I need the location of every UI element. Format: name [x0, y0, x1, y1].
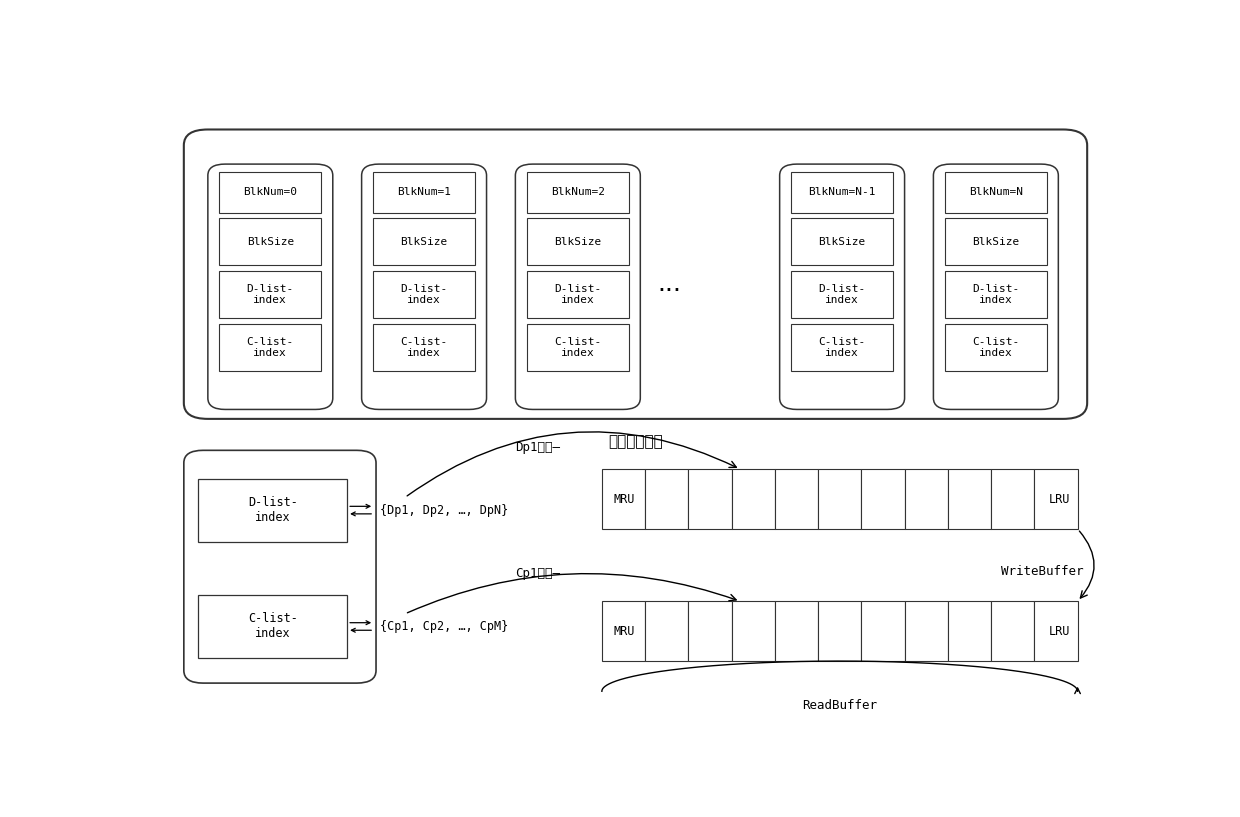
FancyBboxPatch shape [184, 130, 1087, 419]
Text: MRU: MRU [614, 493, 635, 506]
Bar [775, 469, 818, 529]
FancyBboxPatch shape [934, 164, 1059, 409]
Text: D-list-
index: D-list- index [972, 284, 1019, 306]
Text: BlkSize: BlkSize [554, 237, 601, 247]
FancyBboxPatch shape [208, 164, 332, 409]
Text: BlkSize: BlkSize [401, 237, 448, 247]
Bar [527, 271, 629, 318]
Text: D-list-
index: D-list- index [818, 284, 866, 306]
Bar [862, 469, 905, 529]
Text: 缓存块记录表: 缓存块记录表 [608, 435, 663, 449]
Text: Dp1指针—: Dp1指针— [516, 440, 560, 453]
Bar [527, 218, 629, 266]
FancyBboxPatch shape [184, 450, 376, 683]
Text: LRU: LRU [1049, 493, 1070, 506]
Bar [991, 601, 1034, 661]
Bar [791, 172, 893, 212]
Text: C-list-
index: C-list- index [818, 337, 866, 358]
Text: Cp1指针—: Cp1指针— [516, 566, 560, 579]
Bar [219, 324, 321, 371]
Text: {Cp1, Cp2, …, CpM}: {Cp1, Cp2, …, CpM} [379, 620, 508, 633]
FancyBboxPatch shape [780, 164, 905, 409]
Text: BlkSize: BlkSize [818, 237, 866, 247]
Text: C-list-
index: C-list- index [401, 337, 448, 358]
Text: ReadBuffer: ReadBuffer [802, 699, 877, 712]
Text: WriteBuffer: WriteBuffer [1001, 565, 1084, 578]
Bar [945, 271, 1047, 318]
Bar [688, 469, 732, 529]
Bar [373, 324, 475, 371]
Bar [1034, 601, 1078, 661]
Bar [219, 271, 321, 318]
Bar [791, 271, 893, 318]
Text: BlkNum=0: BlkNum=0 [243, 187, 298, 197]
Bar [732, 601, 775, 661]
Bar [219, 172, 321, 212]
Bar [862, 601, 905, 661]
Bar [601, 469, 645, 529]
Bar [791, 218, 893, 266]
Bar [373, 271, 475, 318]
FancyBboxPatch shape [516, 164, 640, 409]
Text: C-list-
index: C-list- index [554, 337, 601, 358]
Bar [688, 601, 732, 661]
Text: LRU: LRU [1049, 625, 1070, 638]
Bar [991, 469, 1034, 529]
Bar [775, 601, 818, 661]
Bar [645, 601, 688, 661]
Bar [527, 172, 629, 212]
Text: BlkNum=N: BlkNum=N [968, 187, 1023, 197]
Text: D-list-
index: D-list- index [248, 496, 298, 524]
FancyBboxPatch shape [362, 164, 486, 409]
Text: ...: ... [657, 271, 681, 296]
Bar [945, 172, 1047, 212]
Text: C-list-
index: C-list- index [247, 337, 294, 358]
Text: C-list-
index: C-list- index [248, 613, 298, 641]
Bar [947, 601, 991, 661]
Bar [198, 595, 347, 658]
Text: BlkNum=N-1: BlkNum=N-1 [808, 187, 875, 197]
Bar [527, 324, 629, 371]
Bar [945, 324, 1047, 371]
Text: D-list-
index: D-list- index [554, 284, 601, 306]
Bar [791, 324, 893, 371]
Text: BlkSize: BlkSize [972, 237, 1019, 247]
Bar [818, 601, 862, 661]
Bar [198, 479, 347, 542]
Bar [645, 469, 688, 529]
Bar [1034, 469, 1078, 529]
Bar [905, 601, 947, 661]
Bar [219, 218, 321, 266]
Text: BlkNum=2: BlkNum=2 [551, 187, 605, 197]
Text: MRU: MRU [614, 625, 635, 638]
Text: C-list-
index: C-list- index [972, 337, 1019, 358]
Bar [905, 469, 947, 529]
Bar [947, 469, 991, 529]
Text: D-list-
index: D-list- index [247, 284, 294, 306]
Bar [373, 218, 475, 266]
Bar [601, 601, 645, 661]
Bar [732, 469, 775, 529]
Bar [818, 469, 862, 529]
Text: {Dp1, Dp2, …, DpN}: {Dp1, Dp2, …, DpN} [379, 503, 508, 516]
Bar [373, 172, 475, 212]
Text: D-list-
index: D-list- index [401, 284, 448, 306]
Bar [945, 218, 1047, 266]
Text: BlkSize: BlkSize [247, 237, 294, 247]
Text: BlkNum=1: BlkNum=1 [397, 187, 451, 197]
